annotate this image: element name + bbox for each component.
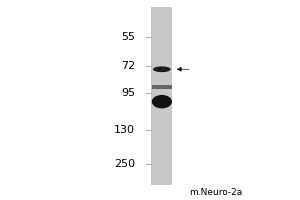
Bar	[152, 85, 172, 89]
Text: m.Neuro-2a: m.Neuro-2a	[189, 188, 242, 197]
Bar	[152, 7, 172, 185]
Text: 55: 55	[121, 32, 135, 42]
Text: 250: 250	[114, 159, 135, 169]
Text: 95: 95	[121, 88, 135, 98]
Ellipse shape	[152, 95, 172, 108]
Ellipse shape	[153, 66, 171, 72]
Text: 72: 72	[121, 61, 135, 71]
Text: 130: 130	[114, 125, 135, 135]
